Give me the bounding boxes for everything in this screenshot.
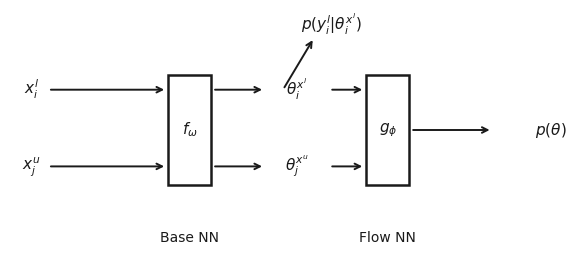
Text: $p(y_i^l|\theta_i^{x^l})$: $p(y_i^l|\theta_i^{x^l})$ bbox=[301, 12, 362, 37]
Text: $x_j^u$: $x_j^u$ bbox=[22, 155, 40, 178]
Bar bbox=[169, 75, 211, 185]
Text: $g_\phi$: $g_\phi$ bbox=[379, 121, 397, 139]
Text: Base NN: Base NN bbox=[160, 231, 219, 245]
Text: $p(\theta)$: $p(\theta)$ bbox=[535, 120, 566, 140]
Text: $x_i^l$: $x_i^l$ bbox=[24, 78, 38, 101]
Text: $f_\omega$: $f_\omega$ bbox=[182, 121, 198, 139]
Text: $\theta_j^{x^u}$: $\theta_j^{x^u}$ bbox=[285, 154, 309, 179]
Text: Flow NN: Flow NN bbox=[359, 231, 416, 245]
Text: $\theta_i^{x^l}$: $\theta_i^{x^l}$ bbox=[286, 77, 308, 102]
Bar bbox=[367, 75, 409, 185]
